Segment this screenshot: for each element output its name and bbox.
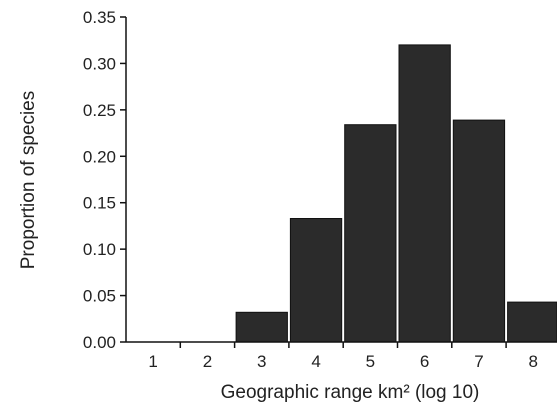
y-ticks-group: 0.00 0.05 0.10 0.15 0.20 0.25 0.30 0.35 [83, 8, 126, 352]
bar-4 [289, 218, 343, 343]
bar-7 [452, 119, 506, 343]
x-tick-label-8: 8 [529, 352, 538, 371]
bar-8 [507, 301, 557, 343]
x-tick-label-5: 5 [366, 352, 375, 371]
bar-5 [344, 124, 397, 343]
y-tick-label: 0.15 [83, 194, 116, 213]
x-tick-label-3: 3 [257, 352, 266, 371]
y-tick-label: 0.35 [83, 8, 116, 27]
bar-3 [235, 311, 288, 343]
x-tick-label-1: 1 [148, 352, 157, 371]
y-tick-label: 0.05 [83, 287, 116, 306]
y-tick-label: 0.30 [83, 54, 116, 73]
y-tick-label: 0.20 [83, 147, 116, 166]
bar-6 [398, 44, 451, 343]
y-tick-label: 0.00 [83, 333, 116, 352]
x-tick-label-6: 6 [420, 352, 429, 371]
x-tick-label-4: 4 [311, 352, 320, 371]
y-tick-label: 0.10 [83, 240, 116, 259]
x-tick-label-7: 7 [474, 352, 483, 371]
x-ticks-group: 1 2 3 4 5 6 7 8 [148, 342, 538, 371]
x-axis-title: Geographic range km² (log 10) [221, 382, 480, 403]
x-tick-label-2: 2 [203, 352, 212, 371]
y-axis-title: Proportion of species [18, 91, 39, 270]
bars-group [235, 44, 557, 343]
y-tick-label: 0.25 [83, 101, 116, 120]
